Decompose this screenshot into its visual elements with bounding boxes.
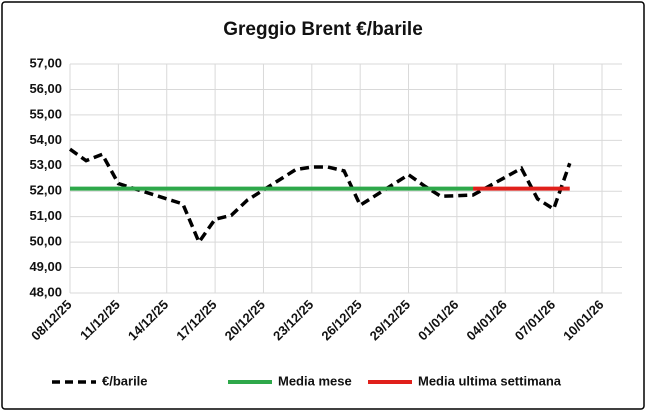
y-tick-label: 52,00 [29, 183, 62, 198]
y-tick-label: 50,00 [29, 234, 62, 249]
y-tick-label: 55,00 [29, 106, 62, 121]
line-series [68, 147, 572, 246]
y-tick-label: 56,00 [29, 81, 62, 96]
y-tick-label: 53,00 [29, 157, 62, 172]
y-tick-label: 51,00 [29, 208, 62, 223]
y-tick-label: 48,00 [29, 284, 62, 299]
legend-label: Media ultima settimana [418, 373, 562, 388]
y-tick-label: 49,00 [29, 259, 62, 274]
chart-title: Greggio Brent €/barile [223, 19, 423, 40]
legend-label: Media mese [278, 373, 352, 388]
legend-label: €/barile [102, 373, 148, 388]
y-tick-label: 57,00 [29, 55, 62, 70]
y-tick-label: 54,00 [29, 132, 62, 147]
